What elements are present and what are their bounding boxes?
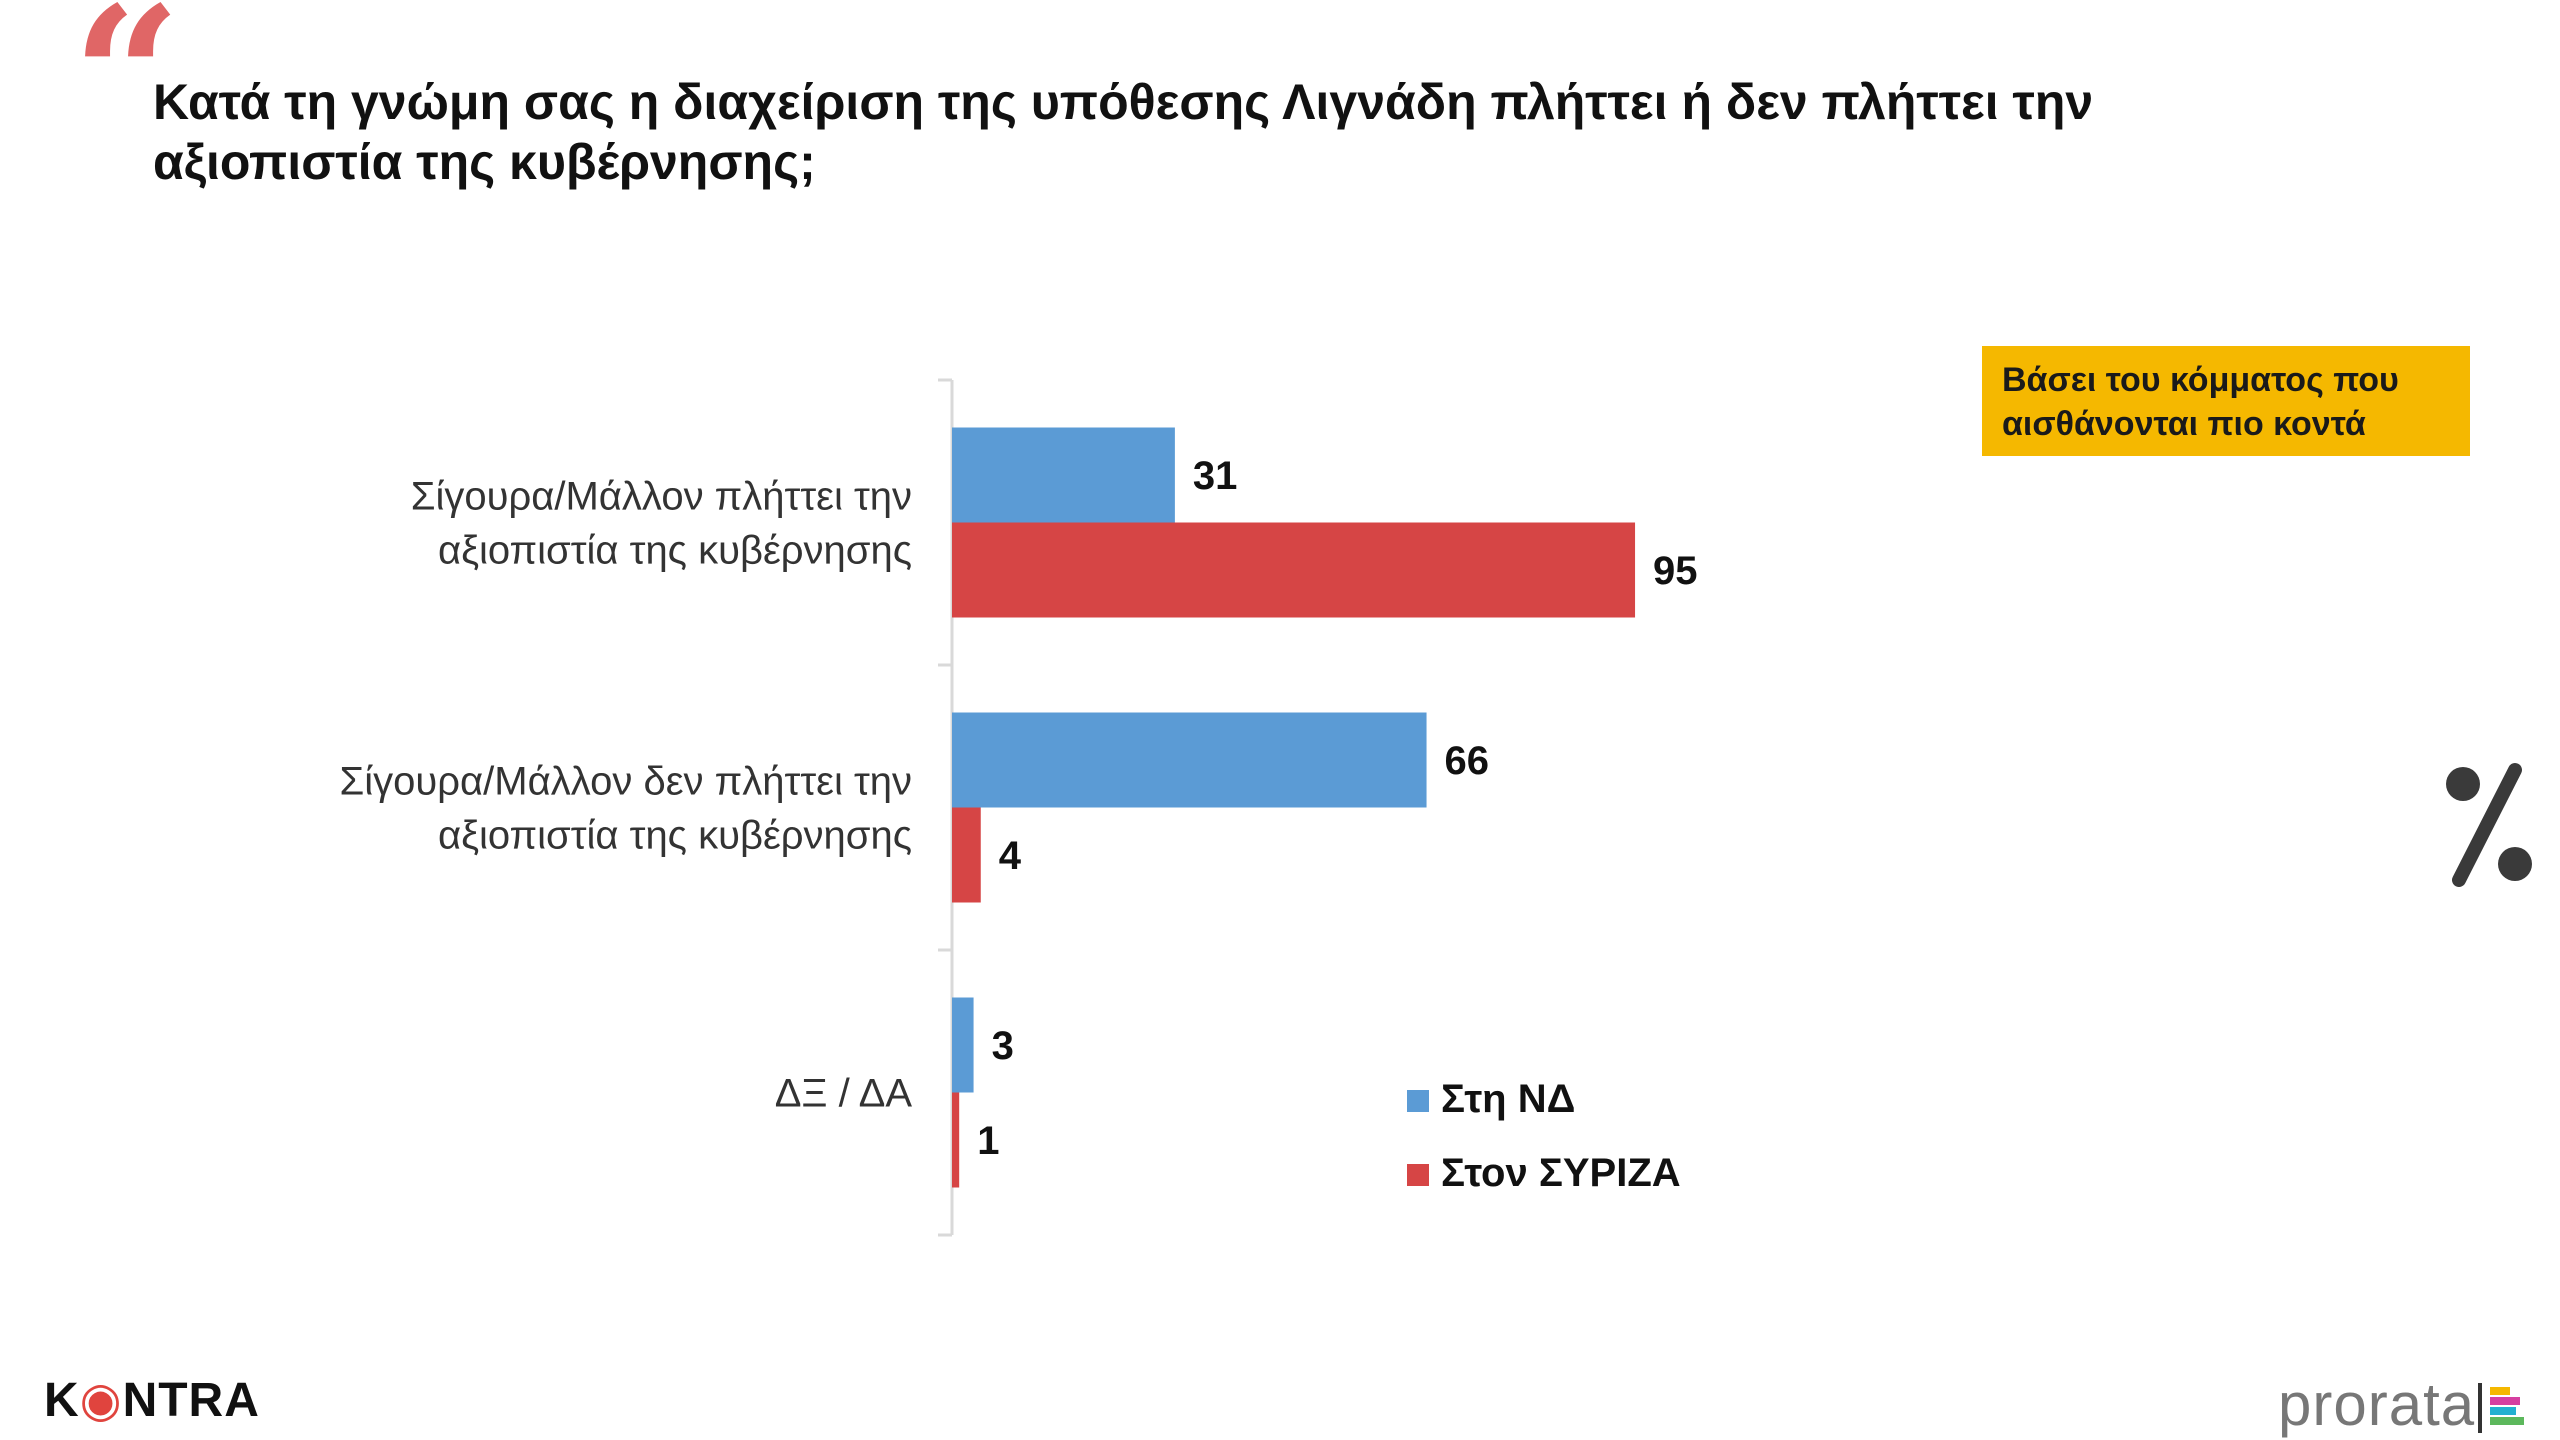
- prorata-logo-bars-icon: [2478, 1383, 2532, 1433]
- category-label: ΔΞ / ΔΑ: [775, 1072, 913, 1116]
- prorata-logo: prorata: [2278, 1371, 2476, 1438]
- filter-note-badge: Βάσει του κόμματος που αισθάνονται πιο κ…: [1982, 346, 2470, 456]
- data-label: 3: [992, 1024, 1014, 1068]
- page-title: Κατά τη γνώμη σας η διαχείριση της υπόθε…: [153, 74, 2094, 190]
- legend-swatch: [1407, 1090, 1429, 1112]
- category-label: Σίγουρα/Μάλλον πλήττει την αξιοπιστία της…: [411, 475, 912, 573]
- bar-nd: [952, 997, 974, 1093]
- bar-syriza: [952, 807, 981, 903]
- data-label: 1: [977, 1119, 999, 1163]
- legend-swatch: [1407, 1164, 1429, 1186]
- percent-icon: [2446, 763, 2532, 887]
- legend-label: Στον ΣΥΡΙΖΑ: [1441, 1151, 1681, 1195]
- legend-label: Στη ΝΔ: [1441, 1077, 1575, 1121]
- data-label: 31: [1193, 454, 1238, 498]
- kontra-logo: K◉NTRA: [44, 1374, 260, 1427]
- bar-nd: [952, 712, 1427, 808]
- bar-syriza: [952, 1092, 960, 1188]
- bar-chart: Σίγουρα/Μάλλον πλήττει την αξιοπιστία της…: [340, 378, 1698, 1237]
- kontra-logo-mark-icon: ◉: [79, 1374, 123, 1427]
- quote-mark-icon: “: [72, 0, 182, 188]
- data-label: 95: [1653, 549, 1698, 593]
- category-label: Σίγουρα/Μάλλον δεν πλήττει την αξιοπιστία…: [340, 760, 912, 858]
- bar-nd: [952, 427, 1175, 523]
- bar-syriza: [952, 522, 1636, 618]
- data-label: 66: [1445, 739, 1490, 783]
- data-label: 4: [999, 834, 1022, 878]
